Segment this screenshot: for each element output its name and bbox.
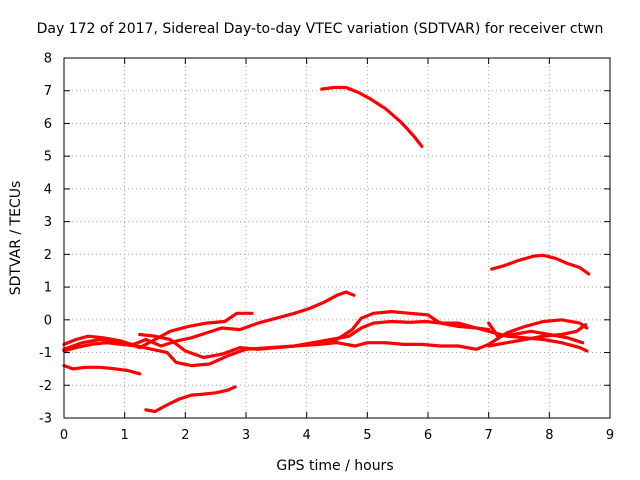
series-track-4 (62, 364, 142, 376)
tick-marks (63, 57, 611, 419)
x-tick-label: 0 (60, 428, 68, 443)
y-tick-label: 2 (44, 248, 52, 263)
x-tick-label: 3 (242, 428, 250, 443)
y-tick-label: -1 (39, 346, 52, 361)
x-tick-label: 6 (424, 428, 432, 443)
y-tick-label: -2 (39, 379, 52, 394)
x-tick-label: 5 (363, 428, 371, 443)
x-tick-label: 2 (181, 428, 189, 443)
y-tick-label: 8 (44, 52, 52, 67)
grid (64, 58, 610, 418)
y-tick-label: 3 (44, 215, 52, 230)
series-track-8 (138, 319, 491, 360)
x-tick-label: 8 (545, 428, 553, 443)
x-tick-label: 7 (485, 428, 493, 443)
y-tick-label: 5 (44, 150, 52, 165)
series-track-6 (62, 290, 356, 351)
series-layer (62, 85, 591, 414)
series-track-10 (487, 321, 585, 345)
x-axis-title: GPS time / hours (276, 458, 393, 474)
series-track-5 (62, 311, 254, 350)
series-track-3 (144, 385, 237, 414)
x-tick-label: 9 (606, 428, 614, 443)
chart-title: Day 172 of 2017, Sidereal Day-to-day VTE… (37, 21, 604, 37)
series-track-11 (487, 323, 588, 348)
y-tick-label: 1 (44, 281, 52, 296)
series-track-9 (317, 318, 589, 351)
series-track-1 (320, 85, 424, 148)
y-tick-label: -3 (39, 412, 52, 427)
x-tick-label: 1 (121, 428, 129, 443)
series-track-2 (490, 253, 591, 276)
y-tick-labels: -3 -2 -1 0 1 2 3 4 5 6 7 8 (39, 52, 52, 427)
y-tick-label: 0 (44, 313, 52, 328)
y-tick-label: 7 (44, 84, 52, 99)
y-tick-label: 6 (44, 117, 52, 132)
x-tick-label: 4 (303, 428, 311, 443)
y-tick-label: 4 (44, 182, 52, 197)
y-axis-title: SDTVAR / TECUs (8, 181, 24, 296)
x-tick-labels: 0 1 2 3 4 5 6 7 8 9 (60, 428, 614, 443)
plot-frame (63, 57, 611, 419)
